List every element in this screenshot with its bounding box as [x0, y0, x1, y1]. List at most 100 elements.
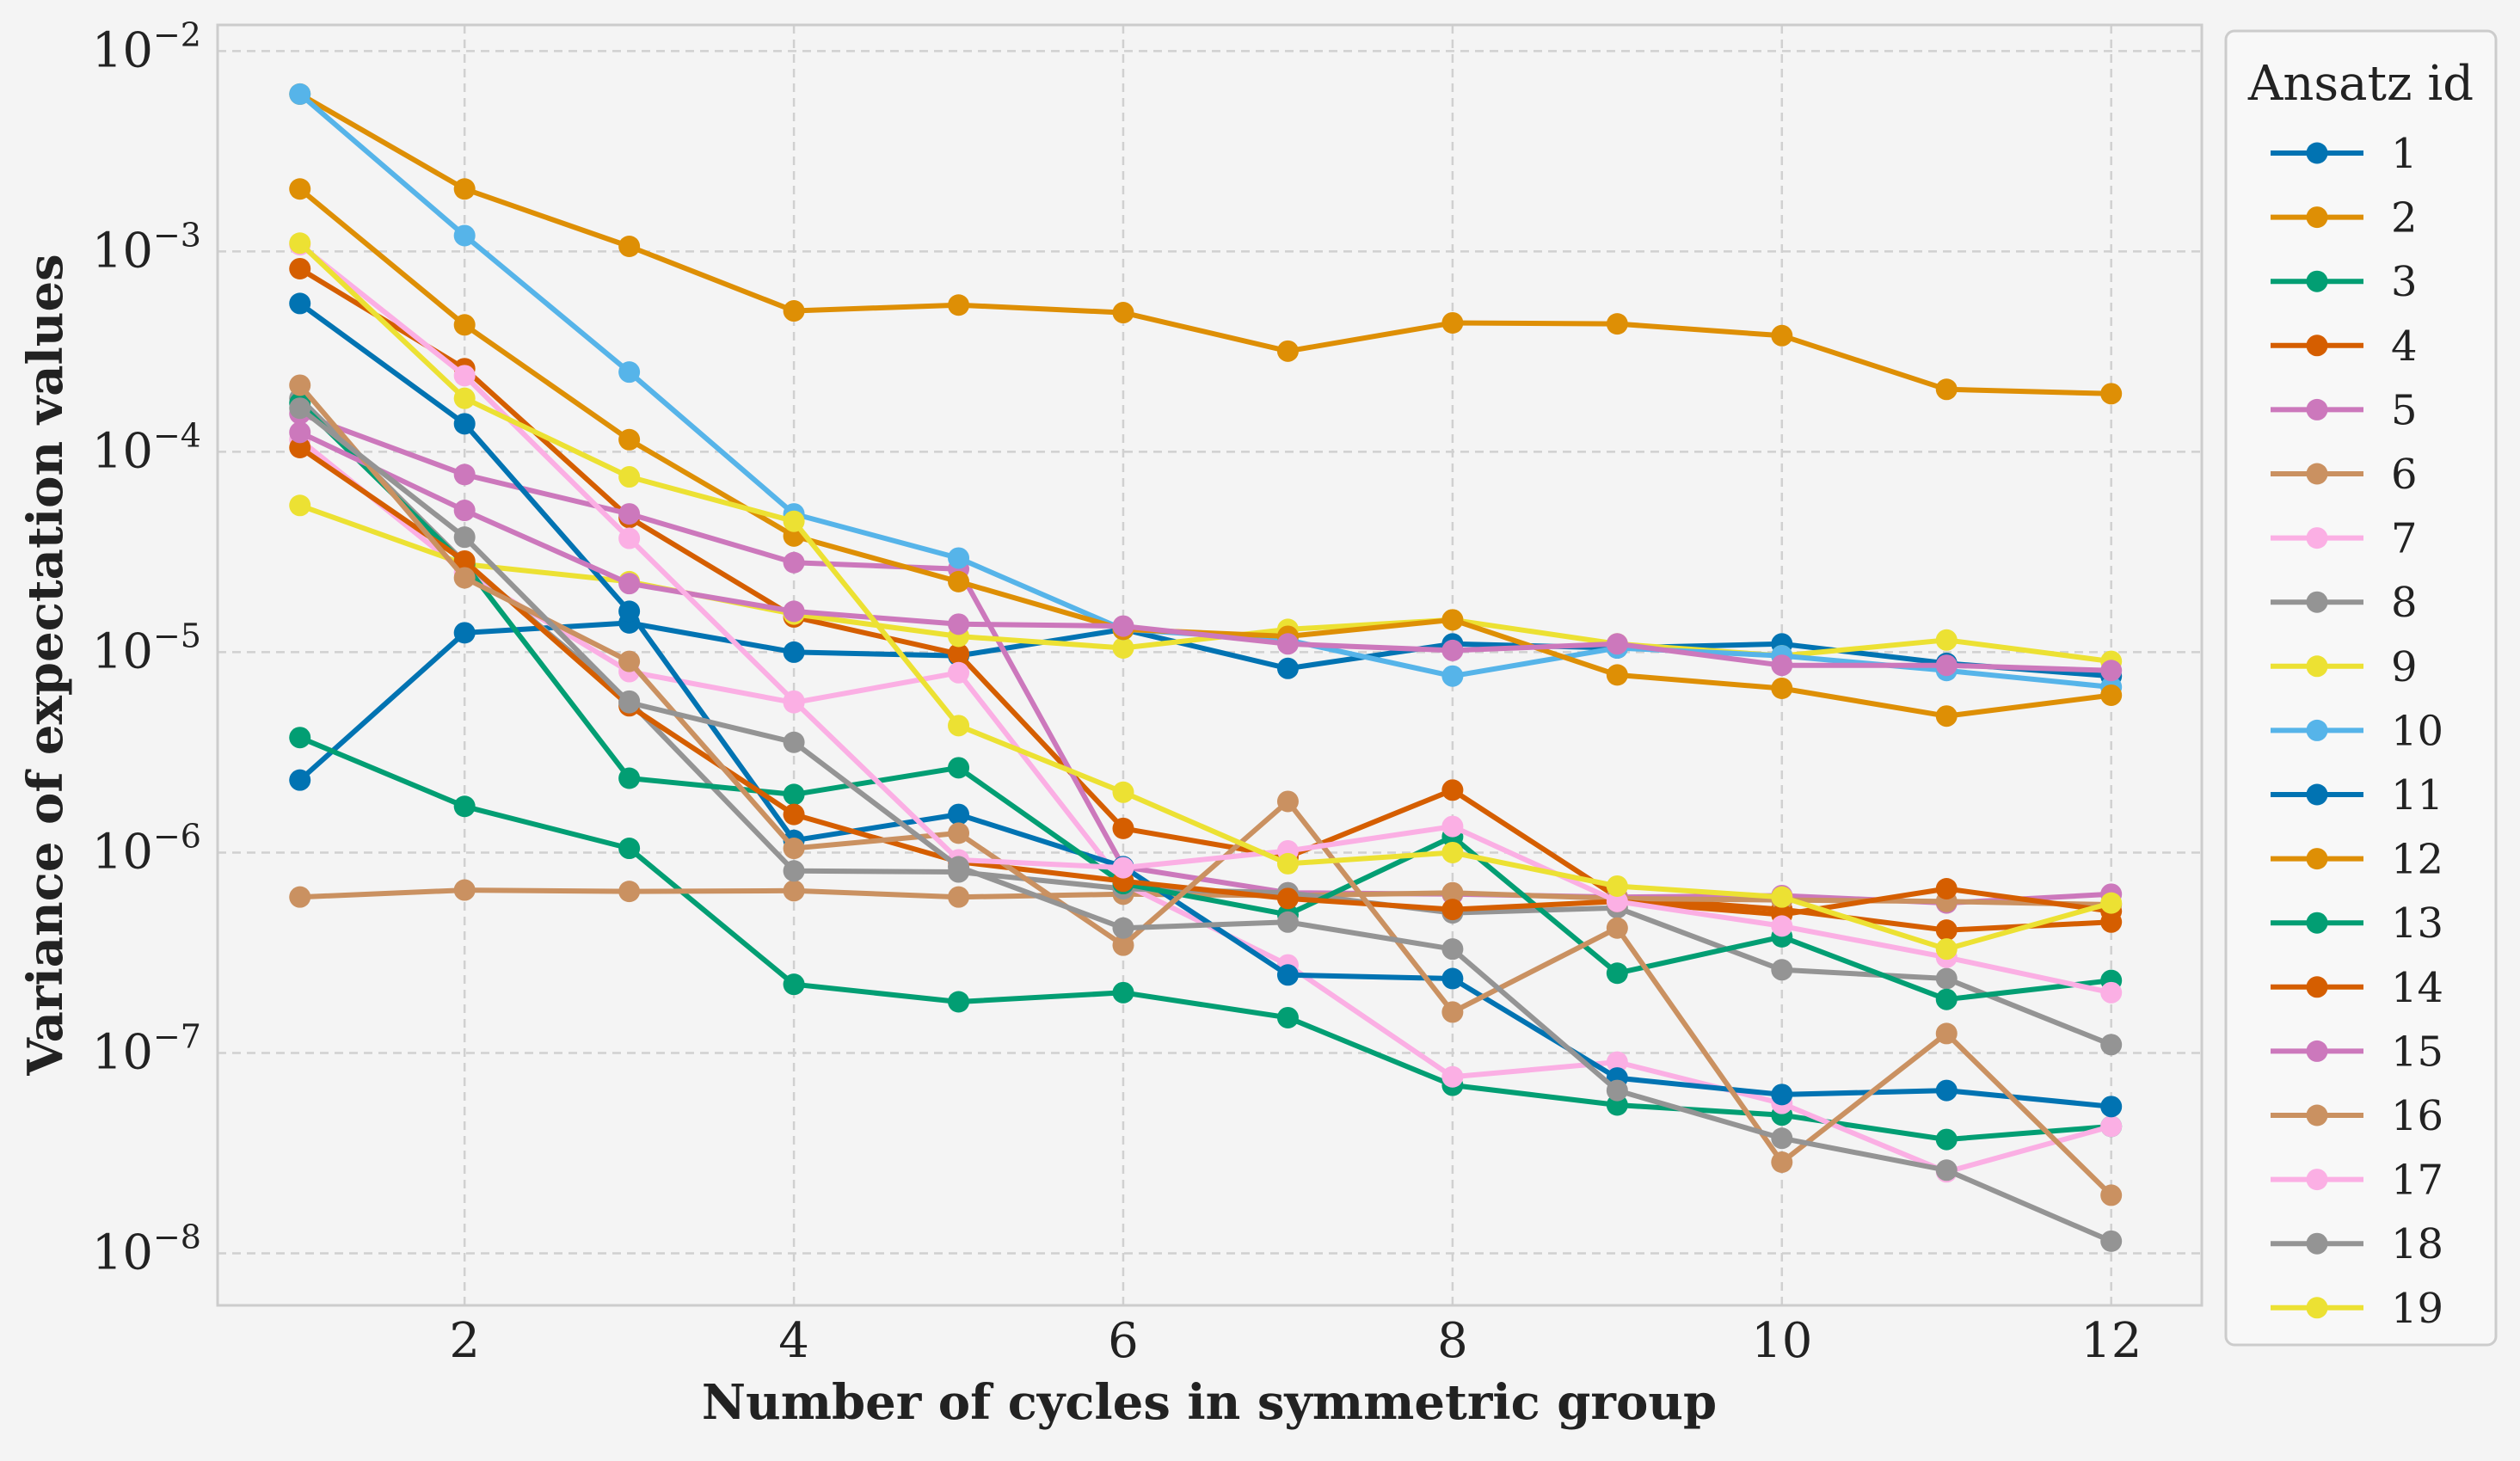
- y-axis-title: Variance of expectation values: [17, 254, 74, 1076]
- legend-swatch-marker: [2306, 206, 2328, 229]
- data-point: [783, 690, 805, 712]
- data-point: [1441, 779, 1464, 801]
- data-point: [1112, 781, 1134, 803]
- legend-swatch-marker: [2306, 719, 2328, 741]
- data-point: [618, 235, 641, 257]
- data-point: [1276, 887, 1299, 910]
- data-point: [289, 494, 311, 517]
- series-19: [289, 232, 2123, 961]
- data-point: [618, 691, 641, 714]
- data-point: [948, 294, 970, 316]
- data-point: [453, 500, 476, 522]
- data-point: [783, 551, 805, 574]
- data-point: [1112, 636, 1134, 659]
- legend-label: 16: [2391, 1092, 2443, 1140]
- data-point: [1606, 875, 1628, 897]
- data-point: [1112, 302, 1134, 324]
- legend-swatch-marker: [2306, 1040, 2328, 1062]
- legend-label: 7: [2391, 515, 2418, 563]
- legend-item-15: 15: [2271, 1028, 2443, 1076]
- legend-swatch-marker: [2306, 1104, 2328, 1126]
- series-15: [289, 421, 2123, 682]
- data-point: [1112, 817, 1134, 839]
- legend-label: 18: [2391, 1220, 2443, 1268]
- legend-label: 6: [2391, 451, 2418, 499]
- legend-swatch-marker: [2306, 655, 2328, 678]
- data-point: [1771, 324, 1793, 347]
- data-point: [1771, 1127, 1793, 1150]
- legend-box: [2224, 29, 2498, 1347]
- data-point: [453, 365, 476, 387]
- data-point: [1606, 633, 1628, 655]
- data-point: [453, 879, 476, 901]
- data-point: [1606, 1079, 1628, 1102]
- data-point: [453, 224, 476, 247]
- data-point: [783, 838, 805, 860]
- data-point: [1935, 1022, 1958, 1045]
- legend-swatch-marker: [2306, 335, 2328, 357]
- data-point: [289, 374, 311, 396]
- legend-item-12: 12: [2271, 836, 2443, 884]
- legend-swatch-marker: [2306, 783, 2328, 806]
- data-point: [453, 549, 476, 572]
- data-point: [783, 731, 805, 753]
- legend-swatch-marker: [2306, 1232, 2328, 1255]
- series-17: [289, 234, 2123, 1004]
- legend-swatch-marker: [2306, 1297, 2328, 1319]
- legend-item-13: 13: [2271, 899, 2443, 948]
- series-line: [298, 301, 2111, 1109]
- x-tick-label: 6: [1108, 1313, 1139, 1369]
- data-point: [1935, 938, 1958, 961]
- legend-swatch-marker: [2306, 848, 2328, 870]
- series-layer: [289, 83, 2123, 1252]
- legend-label: 11: [2391, 771, 2443, 820]
- data-point: [1935, 967, 1958, 990]
- x-axis-ticks: 2 4 6 8 10 12: [449, 1313, 2142, 1369]
- data-point: [1771, 654, 1793, 677]
- y-tick-label: 10−5: [92, 617, 201, 679]
- data-point: [1441, 899, 1464, 921]
- data-point: [1112, 615, 1134, 637]
- x-tick-label: 8: [1437, 1313, 1468, 1369]
- series-line: [298, 734, 2111, 1143]
- x-tick-label: 4: [778, 1313, 809, 1369]
- data-point: [618, 767, 641, 789]
- data-point: [289, 769, 311, 791]
- legend-item-8: 8: [2271, 579, 2418, 627]
- data-point: [783, 880, 805, 902]
- data-point: [948, 613, 970, 635]
- data-point: [1606, 890, 1628, 912]
- legend-item-10: 10: [2271, 707, 2443, 755]
- y-tick-label: 10−6: [92, 817, 201, 880]
- data-point: [1935, 1159, 1958, 1182]
- series-18: [289, 397, 2123, 1252]
- y-tick-label: 10−2: [92, 15, 201, 78]
- data-point: [289, 727, 311, 749]
- legend-label: 2: [2391, 194, 2418, 242]
- data-point: [1935, 1128, 1958, 1151]
- series-3: [289, 727, 2123, 1151]
- legend-swatch-marker: [2306, 142, 2328, 164]
- data-point: [1112, 856, 1134, 879]
- legend-label: 3: [2391, 258, 2418, 306]
- data-point: [948, 547, 970, 569]
- data-point: [1441, 881, 1464, 904]
- legend-label: 19: [2391, 1285, 2443, 1333]
- data-point: [453, 463, 476, 486]
- legend-swatch-marker: [2306, 270, 2328, 292]
- legend-label: 10: [2391, 707, 2443, 755]
- data-point: [453, 314, 476, 336]
- legend-label: 17: [2391, 1157, 2443, 1205]
- legend-label: 8: [2391, 579, 2418, 627]
- legend-item-3: 3: [2271, 258, 2418, 306]
- data-point: [783, 300, 805, 322]
- data-point: [2100, 1115, 2123, 1138]
- legend-label: 15: [2391, 1028, 2443, 1076]
- data-point: [1441, 815, 1464, 838]
- data-point: [1935, 378, 1958, 401]
- data-point: [783, 973, 805, 996]
- data-point: [289, 257, 311, 279]
- y-tick-label: 10−8: [92, 1218, 201, 1280]
- data-point: [1276, 1006, 1299, 1028]
- data-point: [1935, 919, 1958, 942]
